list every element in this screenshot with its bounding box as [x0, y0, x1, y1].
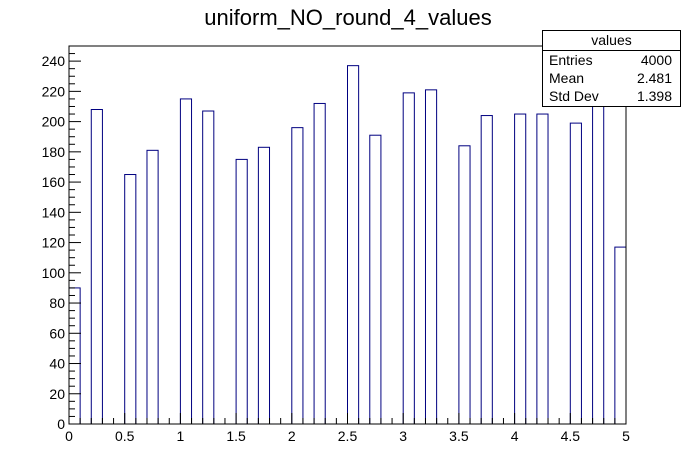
y-tick-label: 20 — [49, 386, 65, 402]
histogram-bar — [614, 246, 627, 425]
stats-row-mean: Mean 2.481 — [543, 69, 680, 87]
histogram-bar — [369, 134, 382, 425]
histogram-bar — [458, 145, 471, 425]
histogram-bar — [124, 174, 137, 425]
stats-label: Std Dev — [549, 88, 599, 104]
histogram-bar — [569, 122, 582, 425]
stats-title: values — [543, 31, 680, 51]
histogram-bar — [235, 158, 248, 425]
y-tick-label: 200 — [42, 114, 66, 130]
stats-value: 2.481 — [636, 70, 672, 86]
y-tick-label: 140 — [42, 204, 66, 220]
y-tick-label: 40 — [49, 356, 65, 372]
histogram-bar — [146, 149, 159, 425]
x-tick-label: 4.5 — [561, 428, 581, 444]
x-axis: 0 0.5 1 1.5 2 2.5 3 3.5 4 4.5 5 — [65, 413, 630, 444]
histogram-bar — [424, 89, 438, 425]
y-tick-label: 180 — [42, 144, 66, 160]
histogram-bar — [257, 146, 271, 425]
histogram-bar — [179, 98, 193, 425]
y-tick-label: 0 — [57, 416, 65, 432]
x-tick-label: 3.5 — [449, 428, 469, 444]
y-tick-label: 100 — [42, 265, 66, 281]
histogram-bar — [313, 102, 326, 425]
bars-group — [68, 65, 627, 425]
y-tick-label: 60 — [49, 325, 65, 341]
x-tick-label: 1.5 — [226, 428, 246, 444]
stats-box: values Entries 4000 Mean 2.481 Std Dev 1… — [542, 30, 681, 107]
histogram-bar — [90, 109, 103, 425]
stats-label: Mean — [549, 70, 585, 86]
x-tick-label: 0 — [65, 428, 73, 444]
stats-value: 4000 — [640, 52, 672, 68]
histogram-bar — [480, 115, 493, 425]
y-axis: 0 20 40 60 80 100 120 140 160 180 200 220 240 — [42, 45, 81, 432]
histogram-bar — [347, 65, 360, 425]
stats-value: 1.398 — [636, 88, 672, 104]
y-tick-label: 220 — [42, 83, 66, 99]
x-tick-label: 1 — [177, 428, 185, 444]
histogram-bar — [402, 92, 415, 425]
histogram-bar — [514, 113, 527, 425]
histogram-bar — [291, 127, 304, 425]
y-tick-label: 120 — [42, 235, 66, 251]
x-tick-label: 5 — [622, 428, 630, 444]
y-tick-label: 80 — [49, 295, 65, 311]
chart-title: uniform_NO_round_4_values — [204, 5, 491, 30]
stats-label: Entries — [549, 52, 593, 68]
stats-row-std-dev: Std Dev 1.398 — [543, 87, 680, 105]
stats-row-entries: Entries 4000 — [543, 51, 680, 69]
y-tick-label: 160 — [42, 174, 66, 190]
x-tick-label: 2 — [288, 428, 296, 444]
y-tick-label: 240 — [42, 53, 66, 69]
x-tick-label: 3 — [399, 428, 407, 444]
histogram-bar — [536, 113, 549, 425]
histogram-bar — [202, 110, 215, 425]
histogram-bar — [592, 96, 605, 425]
x-tick-label: 2.5 — [338, 428, 358, 444]
x-tick-label: 4 — [511, 428, 519, 444]
x-tick-label: 0.5 — [115, 428, 135, 444]
